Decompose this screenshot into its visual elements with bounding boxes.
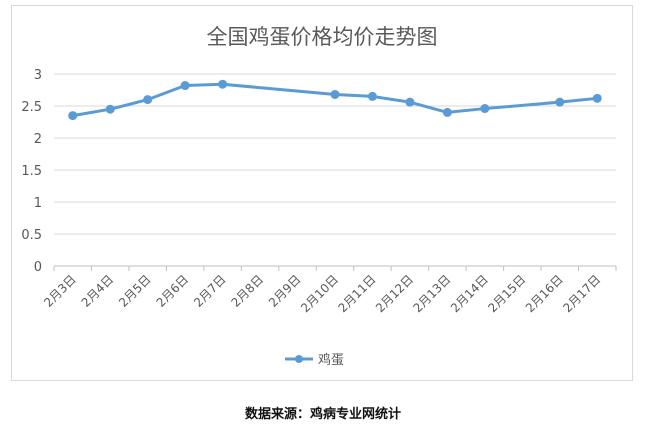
chart-frame: 全国鸡蛋价格均价走势图 0 0.5 1 1.5 2 2.5 3 2月3日 2月4日 2月5日 2月6… <box>11 5 633 381</box>
x-tick-label: 2月8日 <box>229 272 267 310</box>
y-tick-label: 2.5 <box>21 100 42 115</box>
data-point <box>555 97 565 107</box>
x-tick-label: 2月16日 <box>523 272 566 315</box>
x-tick-label: 2月7日 <box>191 272 229 310</box>
legend: 鸡蛋 <box>285 352 344 368</box>
y-tick-label: 0 <box>34 260 42 275</box>
chart-title: 全国鸡蛋价格均价走势图 <box>207 25 438 49</box>
data-point <box>218 79 228 89</box>
grid-layer <box>54 73 616 267</box>
x-tick-label: 2月10日 <box>298 272 341 315</box>
data-point <box>68 111 78 121</box>
source-caption: 数据来源：鸡病专业网统计 <box>244 407 401 422</box>
x-tick-label: 2月12日 <box>373 272 416 315</box>
x-tick-label: 2月5日 <box>116 272 154 310</box>
series-layer <box>68 79 602 121</box>
data-point <box>105 104 115 114</box>
data-point <box>405 97 415 107</box>
chart-svg: 全国鸡蛋价格均价走势图 0 0.5 1 1.5 2 2.5 3 2月3日 2月4日 2月5日 2月6… <box>21 25 617 368</box>
data-point <box>592 93 602 103</box>
series-line <box>71 82 599 118</box>
data-point <box>143 95 153 105</box>
data-point <box>480 104 490 114</box>
x-tick-label: 2月17日 <box>560 272 603 315</box>
x-tick-label: 2月14日 <box>448 272 491 315</box>
x-tick-label: 2月13日 <box>410 272 453 315</box>
x-tick-label: 2月6日 <box>154 272 192 310</box>
y-tick-label: 2 <box>34 132 42 147</box>
y-tick-label: 1 <box>34 196 42 211</box>
y-tick-label: 1.5 <box>21 164 42 179</box>
y-tick-label: 3 <box>34 68 42 83</box>
data-point <box>180 81 190 91</box>
legend-swatch-marker <box>295 355 303 363</box>
x-tick-label: 2月3日 <box>41 272 79 310</box>
x-tick-label: 2月4日 <box>79 272 117 310</box>
data-point <box>442 107 452 117</box>
data-point <box>330 89 340 99</box>
x-tick-label: 2月15日 <box>485 272 528 315</box>
legend-label: 鸡蛋 <box>318 352 344 368</box>
data-point <box>367 91 377 101</box>
x-tick-label: 2月11日 <box>336 272 379 315</box>
y-tick-label: 0.5 <box>21 228 42 243</box>
